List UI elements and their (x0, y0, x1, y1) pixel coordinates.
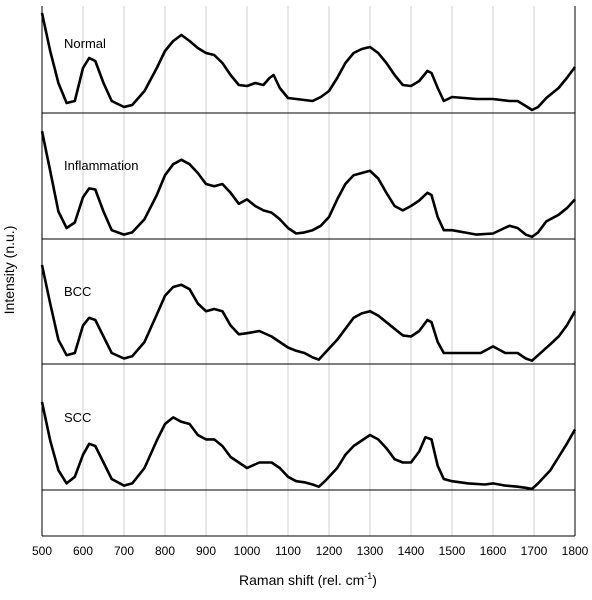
series-label: Normal (64, 36, 106, 51)
series-label: SCC (64, 410, 91, 425)
x-tick-label: 1700 (521, 544, 548, 558)
x-axis-label-superscript: -1 (364, 571, 372, 581)
series-label: BCC (64, 284, 91, 299)
x-axis-label: Raman shift (rel. cm-1) (239, 571, 377, 588)
x-tick-label: 1800 (562, 544, 589, 558)
grid (82, 6, 535, 536)
x-tick-label: 1500 (439, 544, 466, 558)
x-axis-label-main: Raman shift (rel. cm (239, 572, 364, 588)
x-tick-label: 1200 (316, 544, 343, 558)
series-line-scc (40, 401, 577, 491)
x-tick-label: 1300 (357, 544, 384, 558)
x-tick-label: 600 (73, 544, 93, 558)
x-tick-label: 800 (155, 544, 175, 558)
series-line-normal (40, 12, 577, 112)
x-tick-label: 1000 (234, 544, 261, 558)
series-label: Inflammation (64, 158, 138, 173)
x-tick-label: 1600 (480, 544, 507, 558)
series-line-inflammation (40, 130, 576, 239)
x-tick-label: 1100 (275, 544, 301, 558)
x-tick-label: 900 (196, 544, 216, 558)
y-axis-label: Intensity (n.u.) (1, 226, 17, 315)
x-tick-label: 700 (114, 544, 134, 558)
x-tick-label: 1400 (398, 544, 425, 558)
x-axis-label-suffix: ) (372, 572, 377, 588)
series-line-bcc (40, 264, 577, 362)
series-lines: Normal Inflammation BCC SCC (40, 12, 577, 491)
x-tick-labels: 500 600 700 800 900 1000 1100 1200 1300 1400 1500 1… (32, 544, 589, 558)
panels (41, 6, 576, 537)
x-tick-label: 500 (32, 544, 52, 558)
